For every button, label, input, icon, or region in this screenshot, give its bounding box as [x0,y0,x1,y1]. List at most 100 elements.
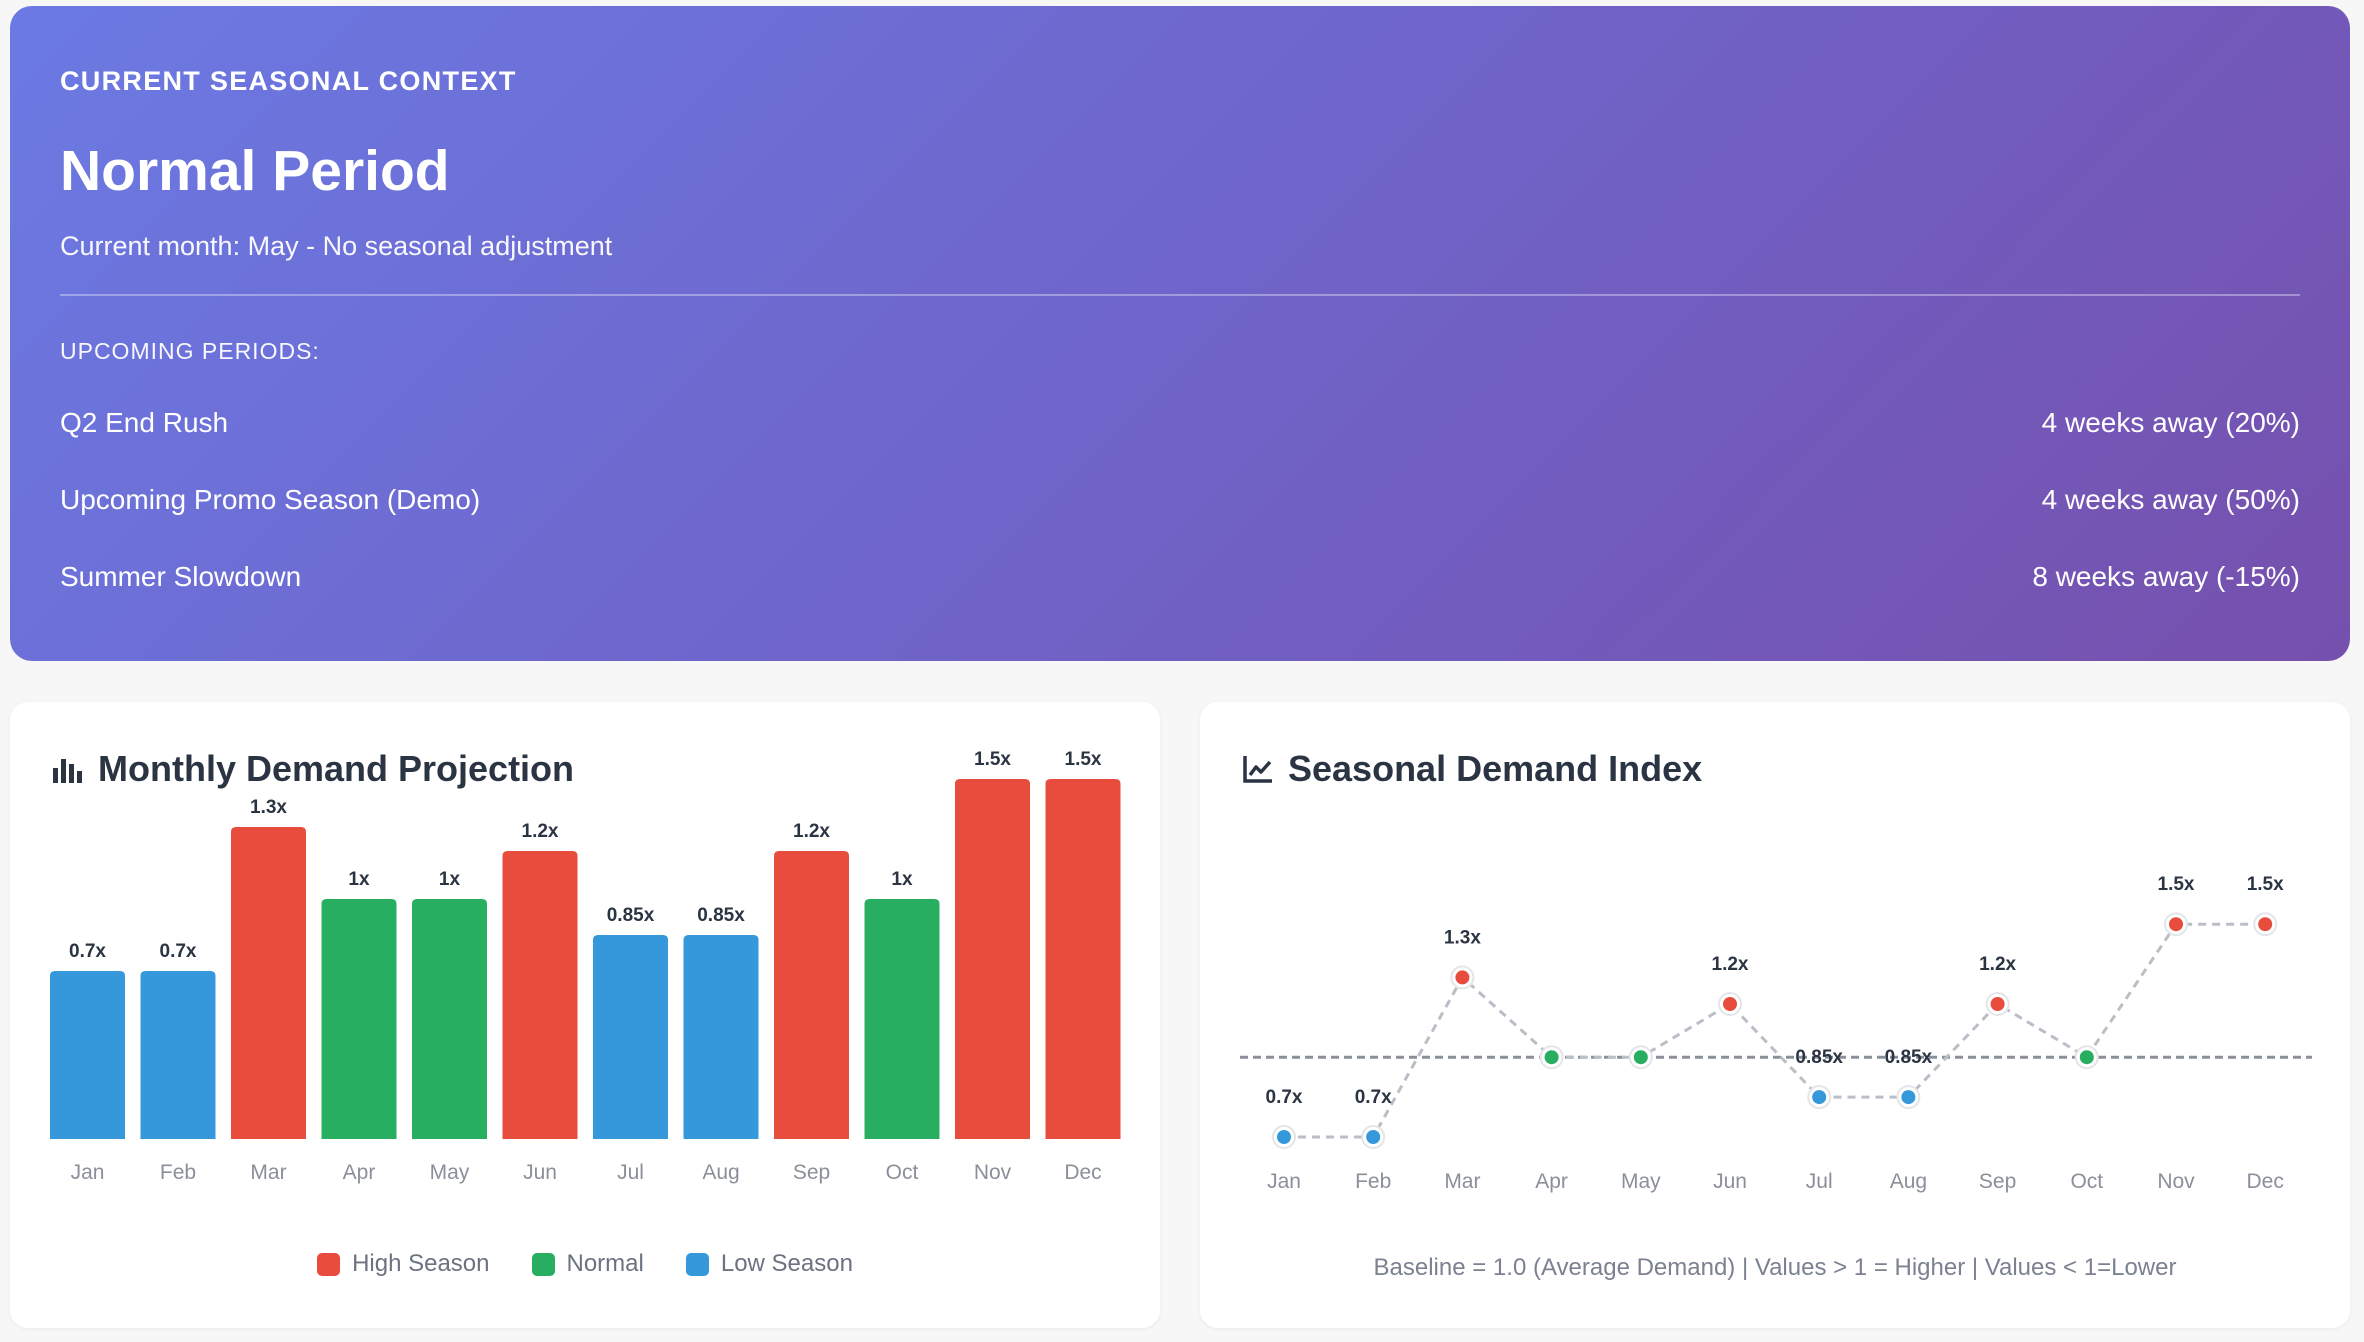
monthly-demand-bar-chart: 0.7x Jan 0.7x Feb 1.3x Mar 1x Apr 1x May 1.2x Jun 0.… [50,749,1121,1184]
period-title: Normal Period [60,139,450,203]
point-jun[interactable] [1723,997,1737,1011]
seasonal-context-banner: CURRENT SEASONAL CONTEXT Normal Period C… [10,6,2350,661]
x-tick-label: Oct [886,1161,919,1184]
point-value-label: 0.85x [1885,1047,1933,1068]
point-value-label: 0.85x [1795,1047,1843,1068]
seasonal-index-card: Seasonal Demand Index 0.7x Jan 0.7x Feb 1.3x… [1200,702,2350,1328]
legend-label: Low Season [720,1250,853,1277]
bar-jul[interactable] [593,935,668,1139]
x-tick-label: Nov [2157,1170,2195,1193]
point-mar[interactable] [1455,970,1470,985]
legend-item-low-season: Low Season [685,1250,853,1278]
context-eyebrow: CURRENT SEASONAL CONTEXT [60,66,517,96]
x-tick-label: Dec [2247,1170,2284,1193]
point-dec[interactable] [2258,917,2273,932]
legend-item-high-season: High Season [317,1250,490,1278]
bar-jan[interactable] [50,971,125,1139]
period-name: Summer Slowdown [60,561,302,592]
bar-sep[interactable] [774,851,849,1139]
chart-footnote: Baseline = 1.0 (Average Demand) | Values… [1373,1254,2177,1281]
x-tick-label: May [430,1161,470,1184]
point-value-label: 1.5x [2158,874,2195,895]
x-tick-label: Nov [974,1161,1012,1184]
bar-feb[interactable] [140,971,216,1139]
point-jul[interactable] [1812,1090,1827,1105]
seasonal-index-line-chart: 0.7x Jan 0.7x Feb 1.3x Mar Apr May 1.2x Jun 0.85x J… [1240,874,2312,1193]
bar-value-label: 0.85x [607,905,655,926]
x-tick-label: May [1621,1170,1661,1193]
point-feb[interactable] [1366,1130,1381,1144]
bar-apr[interactable] [321,899,397,1139]
bar-value-label: 0.85x [697,905,745,926]
x-tick-label: Apr [1535,1170,1568,1193]
period-name: Upcoming Promo Season (Demo) [60,484,481,515]
period-detail: 4 weeks away (50%) [2041,484,2300,515]
bar-mar[interactable] [231,827,306,1139]
monthly-demand-card: Monthly Demand Projection 0.7x Jan 0.7x Feb… [10,702,1160,1328]
point-nov[interactable] [2169,917,2183,932]
period-detail: 4 weeks away (20%) [2041,407,2300,438]
point-jan[interactable] [1277,1130,1291,1144]
bar-aug[interactable] [683,935,759,1139]
x-tick-label: Mar [1444,1170,1480,1193]
x-tick-label: Mar [250,1161,286,1184]
seasonal-index-title: Seasonal Demand Index [1242,748,1702,790]
bar-jun[interactable] [502,851,578,1139]
upcoming-period-row: Upcoming Promo Season (Demo) 4 weeks awa… [60,484,2300,516]
monthly-demand-title: Monthly Demand Projection [52,748,574,790]
x-tick-label: Dec [1064,1161,1101,1184]
banner-divider [60,294,2300,296]
point-value-label: 0.7x [1355,1087,1392,1108]
chart-legend: High Season Normal Low Season [10,1250,1160,1278]
bar-value-label: 1x [348,869,370,890]
point-oct[interactable] [2079,1050,2094,1065]
bar-oct[interactable] [864,899,940,1139]
point-value-label: 1.2x [1979,954,2016,975]
point-sep[interactable] [1990,997,2005,1011]
x-tick-label: Jan [1267,1170,1301,1193]
legend-swatch [317,1252,341,1276]
legend-swatch [531,1252,555,1276]
legend-label: Normal [566,1250,644,1277]
bar-value-label: 1.5x [1065,749,1102,770]
point-value-label: 1.3x [1444,927,1481,948]
x-tick-label: Aug [702,1161,739,1184]
upcoming-periods-label: UPCOMING PERIODS: [60,338,320,364]
line-chart-icon [1243,756,1272,783]
index-series-line [1284,922,2266,1139]
x-tick-label: Oct [2070,1170,2103,1193]
legend-item-normal: Normal [531,1250,644,1278]
bar-value-label: 1.5x [974,749,1011,770]
x-tick-label: Aug [1890,1170,1927,1193]
bar-value-label: 1.2x [522,821,559,842]
bar-value-label: 0.7x [160,941,197,962]
period-name: Q2 End Rush [60,407,229,438]
bar-dec[interactable] [1045,779,1121,1139]
bar-nov[interactable] [955,779,1030,1139]
point-value-label: 1.2x [1712,954,1749,975]
x-tick-label: Jun [523,1161,557,1184]
upcoming-period-row: Summer Slowdown 8 weeks away (-15%) [60,561,2300,593]
bar-value-label: 1x [891,869,913,890]
card-title-text: Seasonal Demand Index [1288,748,1703,789]
x-tick-label: Jul [617,1161,644,1184]
point-may[interactable] [1633,1050,1648,1065]
x-tick-label: Jan [71,1161,105,1184]
point-aug[interactable] [1901,1090,1916,1105]
period-subtitle: Current month: May - No seasonal adjustm… [60,231,613,261]
x-tick-label: Apr [343,1161,376,1184]
bar-value-label: 0.7x [69,941,106,962]
bar-value-label: 1.3x [250,797,287,818]
x-tick-label: Feb [1355,1170,1391,1193]
x-tick-label: Sep [793,1161,830,1184]
period-detail: 8 weeks away (-15%) [2032,561,2300,592]
x-tick-label: Jun [1713,1170,1747,1193]
bar-chart-icon [53,759,82,783]
bar-may[interactable] [412,899,487,1139]
bar-value-label: 1x [439,869,461,890]
point-value-label: 1.5x [2247,874,2284,895]
point-apr[interactable] [1544,1050,1559,1065]
bar-value-label: 1.2x [793,821,830,842]
legend-label: High Season [352,1250,490,1277]
x-tick-label: Jul [1806,1170,1833,1193]
